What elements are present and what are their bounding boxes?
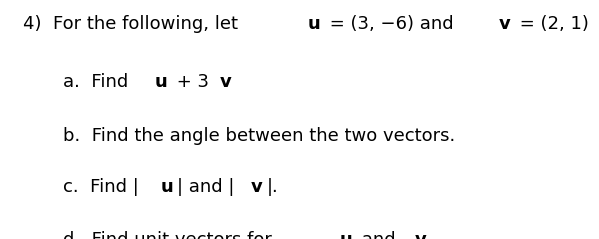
Text: | and |: | and | — [177, 178, 234, 196]
Text: = (2, 1): = (2, 1) — [514, 15, 589, 33]
Text: a.  Find: a. Find — [63, 73, 134, 91]
Text: + 3: + 3 — [171, 73, 209, 91]
Text: .: . — [430, 231, 435, 239]
Text: v: v — [251, 178, 263, 196]
Text: u: u — [308, 15, 320, 33]
Text: u: u — [340, 231, 353, 239]
Text: v: v — [415, 231, 426, 239]
Text: u: u — [161, 178, 173, 196]
Text: v: v — [499, 15, 510, 33]
Text: |.: |. — [267, 178, 278, 196]
Text: u: u — [155, 73, 167, 91]
Text: b.  Find the angle between the two vectors.: b. Find the angle between the two vector… — [63, 127, 455, 145]
Text: 4)  For the following, let: 4) For the following, let — [23, 15, 244, 33]
Text: d.  Find unit vectors for: d. Find unit vectors for — [63, 231, 277, 239]
Text: c.  Find |: c. Find | — [63, 178, 138, 196]
Text: and: and — [356, 231, 402, 239]
Text: v: v — [220, 73, 232, 91]
Text: = (3, −6) and: = (3, −6) and — [324, 15, 459, 33]
